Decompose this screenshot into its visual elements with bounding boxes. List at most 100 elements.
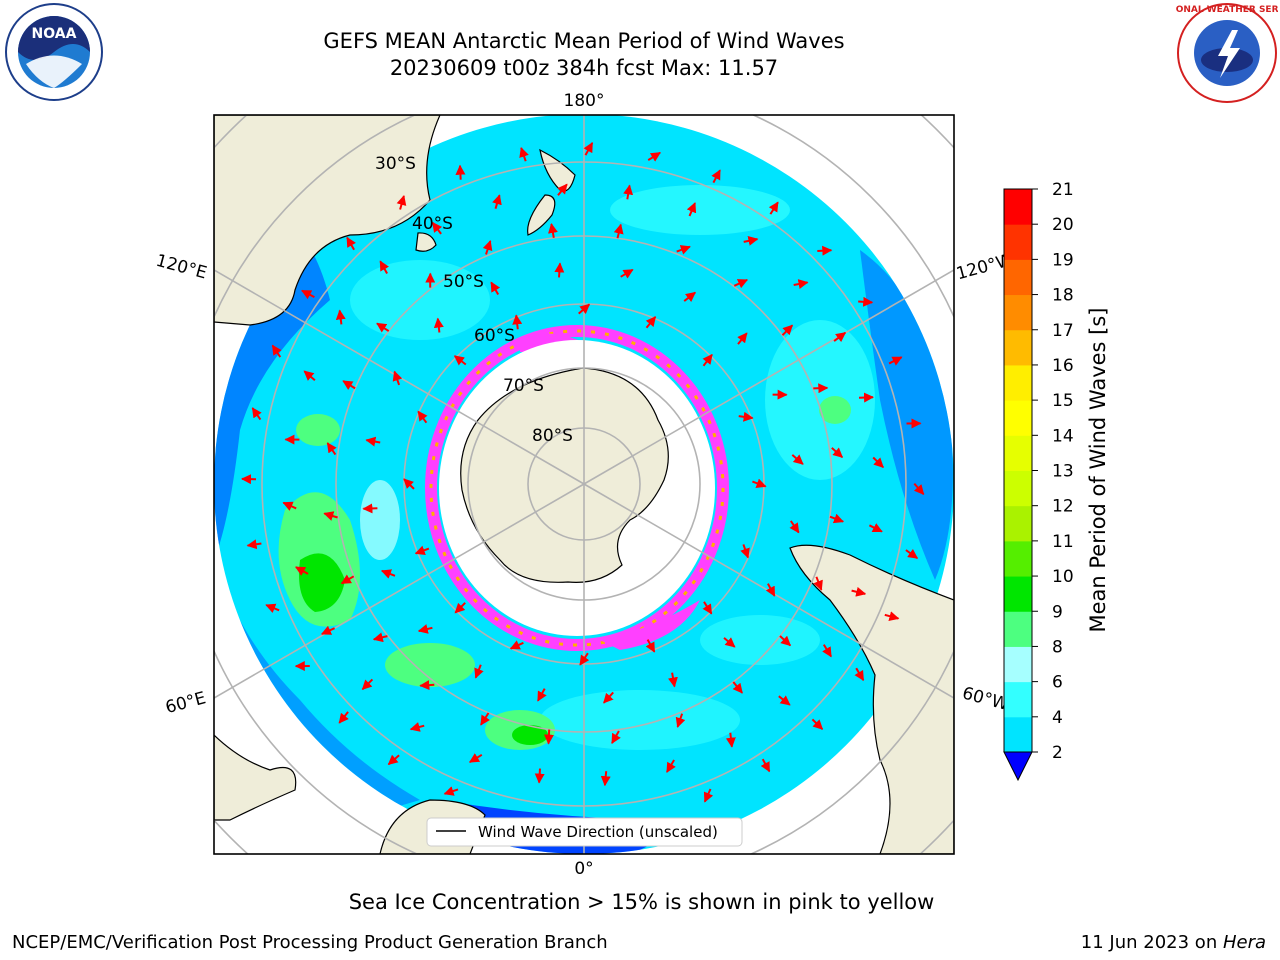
parallel-label-60s: 60°S: [474, 326, 515, 346]
wave-direction-arrow: [509, 640, 524, 650]
wind-wave-arrows: [241, 142, 925, 803]
wave-direction-arrow: [732, 681, 743, 694]
colorbar-bin: [1004, 540, 1032, 577]
colorbar-tick-label: 6: [1052, 673, 1063, 693]
parallel-label-50s: 50°S: [443, 272, 484, 292]
wave-direction-arrow: [813, 383, 829, 394]
colorbar-tick-label: 15: [1052, 391, 1074, 411]
wave-direction-arrow: [578, 303, 591, 315]
wave-direction-arrow: [854, 667, 865, 682]
wave-direction-arrow: [468, 753, 483, 763]
wave-direction-arrow: [813, 576, 823, 591]
footer-host: Hera: [1222, 932, 1266, 953]
wave-direction-arrow: [645, 639, 656, 653]
wave-direction-arrow: [600, 771, 611, 787]
wave-direction-arrow: [335, 309, 346, 325]
colorbar: 2 4 6 8 9 10 11 12 13 14 15 16 17 18 19 20 21: [1003, 180, 1074, 782]
wave-direction-arrow: [295, 566, 309, 576]
meridian-label-180: 180°: [564, 91, 605, 111]
colorbar-tick-label: 17: [1052, 321, 1074, 341]
wave-direction-arrow: [480, 712, 490, 726]
colorbar-tick-label: 13: [1052, 462, 1074, 482]
wave-direction-arrow: [338, 711, 349, 724]
wave-direction-arrow: [474, 664, 484, 679]
meridian-label-60w: 60°W: [960, 683, 1011, 715]
wave-direction-arrow: [738, 411, 754, 422]
wave-direction-arrow: [676, 245, 691, 255]
sea-ice-band: [425, 325, 729, 651]
wave-direction-arrow: [554, 262, 565, 278]
colorbar-bin: [1004, 576, 1032, 612]
wave-direction-arrow: [811, 718, 824, 730]
wave-direction-arrow: [414, 545, 430, 556]
meridian-label-60e: 60°E: [163, 688, 208, 718]
parallel-label-80s: 80°S: [532, 426, 573, 446]
wave-direction-arrow: [490, 281, 501, 296]
colorbar-bin: [1004, 329, 1032, 366]
wave-direction-arrow: [346, 236, 356, 251]
colorbar-bin: [1004, 400, 1032, 436]
wave-direction-arrow: [884, 611, 900, 622]
colorbar-tick-label: 11: [1052, 532, 1074, 552]
colorbar-label: Mean Period of Wind Waves [s]: [1086, 308, 1110, 633]
wave-direction-arrow: [675, 713, 686, 728]
wave-direction-arrow: [793, 279, 809, 289]
colorbar-tick-label: 4: [1052, 708, 1063, 728]
colorbar-tick-label: 9: [1052, 602, 1063, 622]
wave-direction-arrow: [301, 289, 315, 300]
noaa-logo: NOAA: [5, 3, 103, 101]
wave-direction-arrow: [433, 317, 444, 333]
noaa-logo-text: NOAA: [32, 26, 77, 42]
colorbar-bin: [1004, 189, 1032, 225]
colorbar-bin: [1004, 505, 1032, 542]
footer-date-text: 11 Jun 2023 on: [1080, 932, 1223, 953]
wave-direction-arrow: [603, 691, 614, 704]
wave-direction-arrow: [409, 722, 425, 732]
map-legend: Wind Wave Direction (unscaled): [426, 817, 743, 847]
wave-direction-arrow: [752, 478, 767, 489]
wave-direction-arrow: [282, 501, 297, 511]
wave-direction-arrow: [740, 544, 750, 559]
wave-direction-arrow: [454, 602, 466, 614]
wave-direction-arrow: [251, 407, 262, 421]
wave-direction-arrow: [361, 678, 374, 691]
wave-direction-arrow: [303, 370, 316, 382]
wave-direction-arrow: [872, 456, 884, 469]
wave-direction-arrow: [779, 635, 792, 647]
colorbar-tick-label: 10: [1052, 567, 1074, 587]
madagascar-land: [214, 734, 297, 821]
meridian-label-120e: 120°E: [154, 251, 209, 284]
wave-direction-arrow: [822, 644, 832, 658]
parallel-label-40s: 40°S: [412, 214, 453, 234]
wave-direction-arrow: [379, 260, 390, 274]
wave-direction-arrow: [453, 355, 467, 366]
wave-direction-arrow: [403, 478, 415, 490]
wave-direction-arrow: [858, 392, 874, 403]
sea-ice-caption: Sea Ice Concentration > 15% is shown in …: [348, 890, 935, 914]
wave-direction-arrow: [431, 221, 443, 235]
wave-direction-arrow: [417, 624, 433, 634]
legend-label: Wind Wave Direction (unscaled): [478, 823, 718, 841]
wave-direction-arrow: [768, 201, 779, 215]
wave-direction-arrow: [711, 169, 721, 184]
footer-branch: NCEP/EMC/Verification Post Processing Pr…: [12, 932, 608, 953]
wave-direction-arrow: [778, 695, 791, 706]
colorbar-bin: [1004, 716, 1032, 753]
wave-direction-arrow: [725, 732, 736, 748]
wave-direction-arrow: [340, 574, 355, 585]
wave-direction-arrow: [858, 296, 874, 307]
wave-direction-arrow: [683, 291, 696, 302]
wave-direction-arrow: [271, 344, 282, 358]
colorbar-bin: [1004, 681, 1032, 718]
wave-direction-arrow: [579, 652, 590, 666]
wave-direction-arrow: [611, 730, 621, 744]
wave-direction-arrow: [868, 523, 883, 533]
colorbar-tick-label: 19: [1052, 250, 1074, 270]
wave-direction-arrow: [557, 183, 568, 196]
colorbar-tick-label: 21: [1052, 180, 1074, 200]
wave-direction-arrow: [833, 331, 847, 343]
wave-direction-arrow: [781, 324, 794, 336]
wave-direction-arrow: [737, 332, 748, 345]
map-panel: Wind Wave Direction (unscaled): [214, 115, 954, 854]
